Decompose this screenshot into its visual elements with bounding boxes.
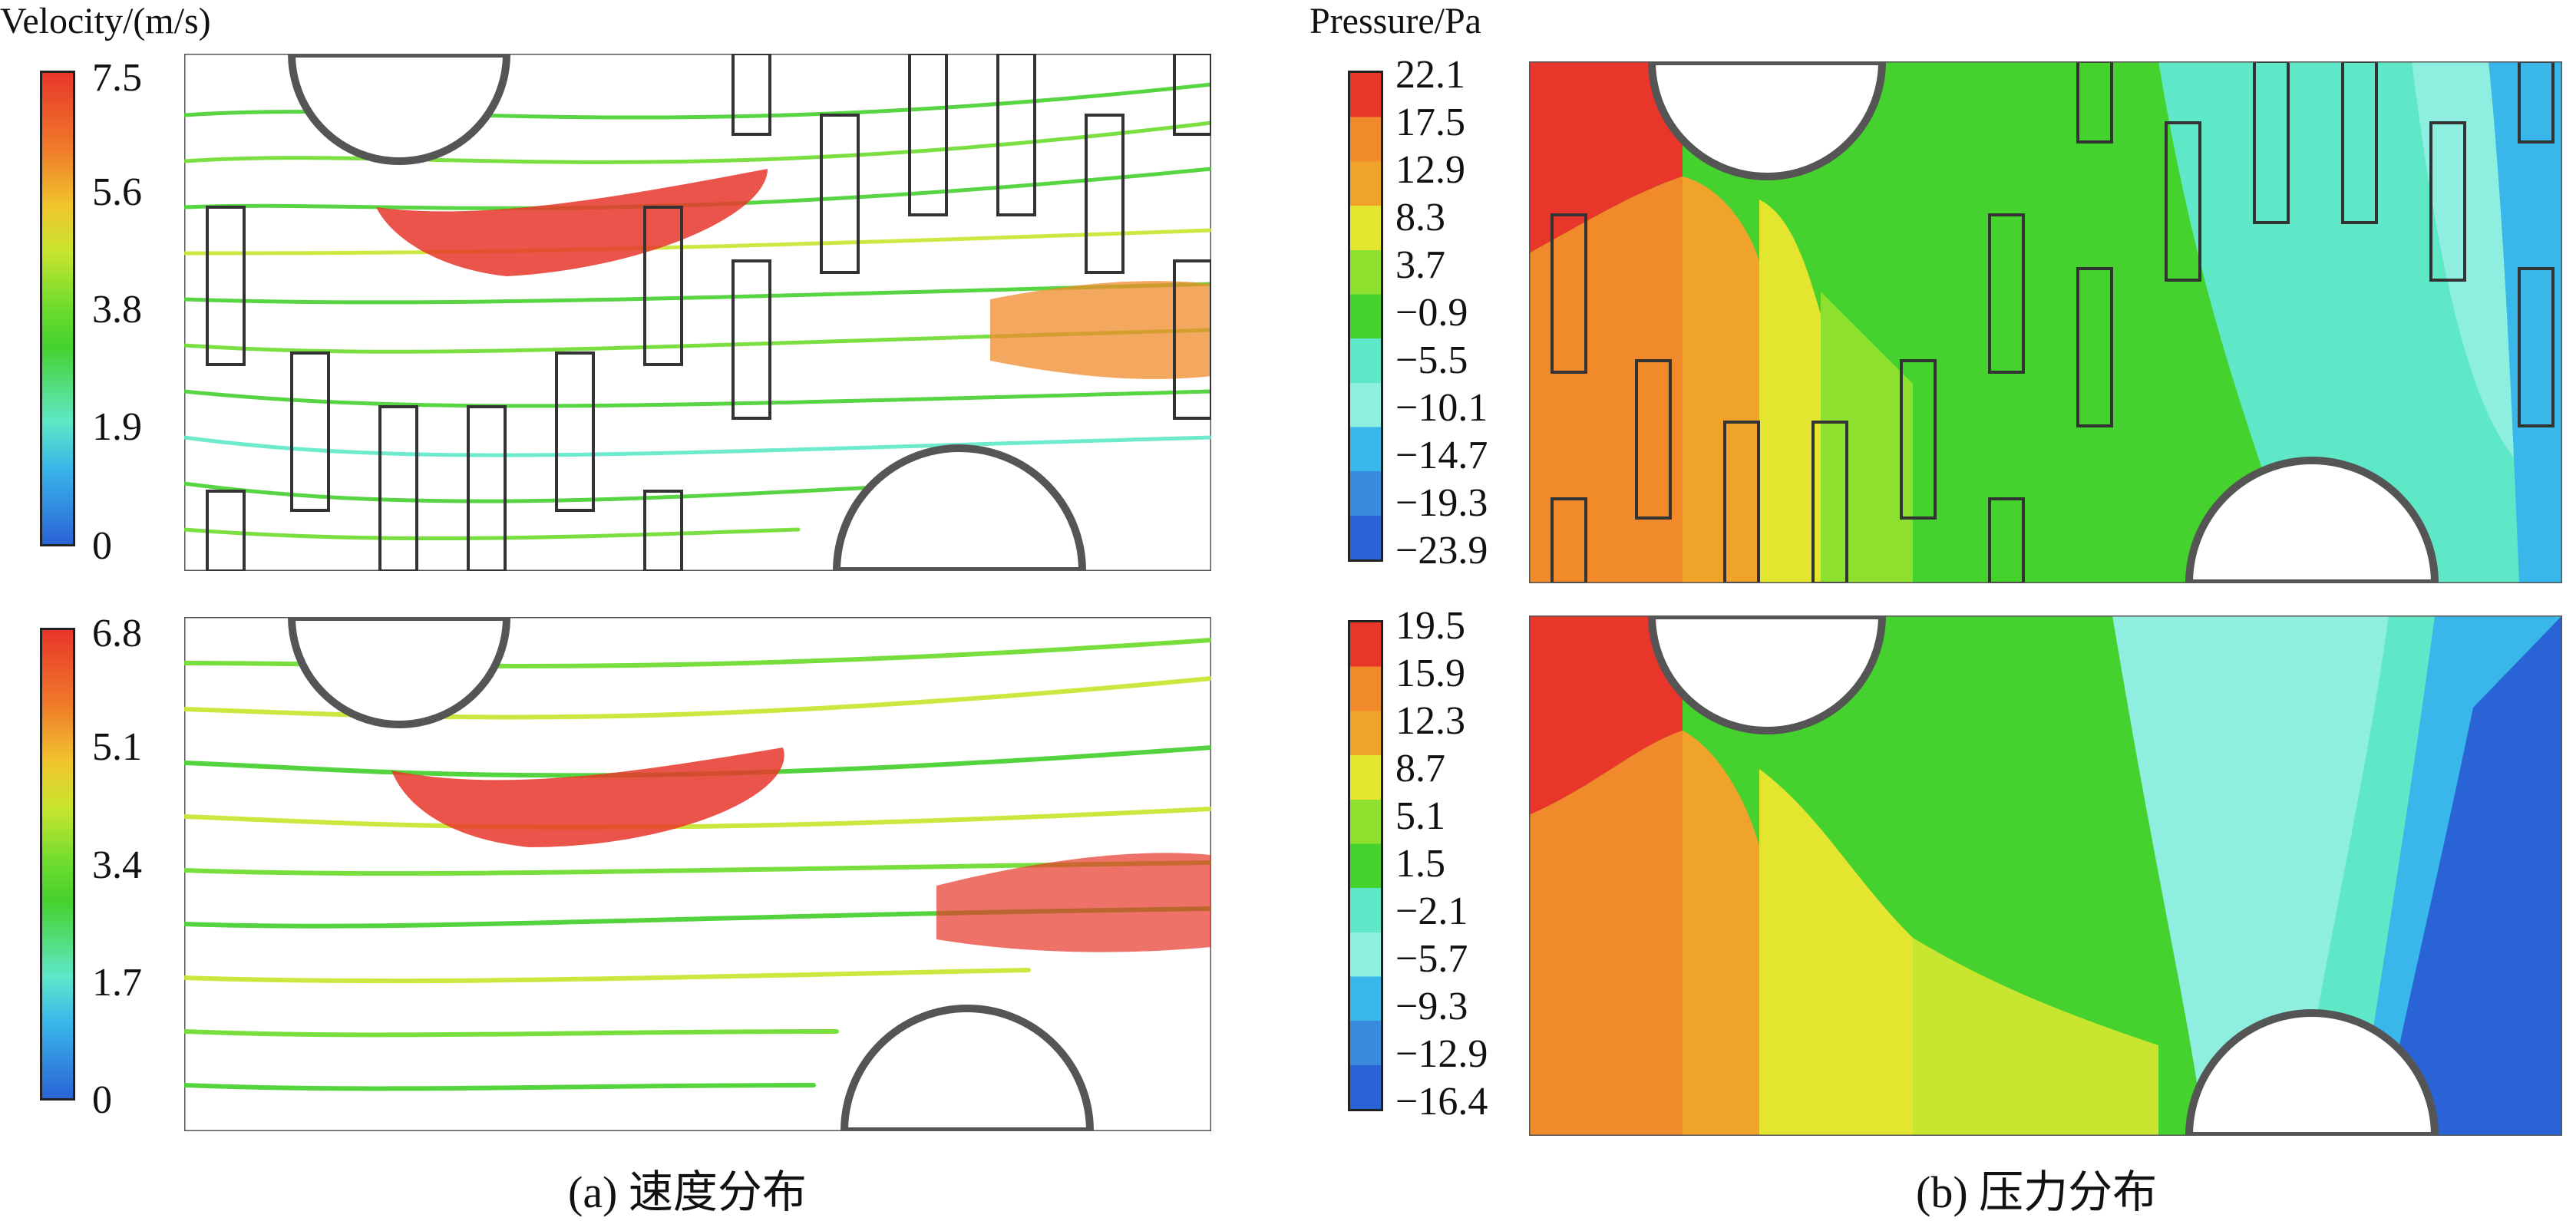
velocity-top-tick: 3.8 bbox=[92, 288, 142, 332]
pressure-bottom-tick: −16.4 bbox=[1395, 1080, 1488, 1124]
pressure-unit-label: Pressure/Pa bbox=[1309, 1, 1481, 41]
pressure-field-bottom bbox=[1529, 615, 2562, 1136]
pressure-top-tick: −23.9 bbox=[1395, 529, 1488, 573]
pressure-bottom-tick: 15.9 bbox=[1395, 652, 1465, 695]
velocity-bottom-tick: 6.8 bbox=[92, 612, 142, 655]
pressure-top-tick: −5.5 bbox=[1395, 338, 1468, 382]
velocity-top-tick: 7.5 bbox=[92, 56, 142, 100]
pressure-top-tick: 22.1 bbox=[1395, 53, 1465, 97]
velocity-field-bottom bbox=[184, 617, 1211, 1131]
pressure-bottom-tick: −5.7 bbox=[1395, 937, 1468, 981]
pressure-bottom-tick: −9.3 bbox=[1395, 985, 1468, 1028]
pressure-top-tick: 12.9 bbox=[1395, 148, 1465, 192]
pressure-bottom-tick: −12.9 bbox=[1395, 1032, 1488, 1076]
velocity-bottom-tick: 5.1 bbox=[92, 725, 142, 769]
pressure-field-top bbox=[1529, 61, 2562, 583]
pressure-top-tick: −0.9 bbox=[1395, 291, 1468, 335]
pressure-bottom-tick: 19.5 bbox=[1395, 604, 1465, 648]
velocity-top-tick: 5.6 bbox=[92, 170, 142, 214]
pressure-bottom-tick: 12.3 bbox=[1395, 699, 1465, 743]
velocity-colorbar-bottom bbox=[40, 628, 75, 1101]
velocity-top-tick: 0 bbox=[92, 524, 112, 568]
pressure-bottom-tick: −2.1 bbox=[1395, 889, 1468, 933]
velocity-unit-label: Velocity/(m/s) bbox=[0, 1, 211, 41]
pressure-top-tick: −10.1 bbox=[1395, 386, 1488, 430]
pressure-top-tick: −14.7 bbox=[1395, 434, 1488, 477]
pressure-bottom-tick: 8.7 bbox=[1395, 747, 1445, 790]
pressure-colorbar-bottom bbox=[1348, 620, 1383, 1111]
velocity-top-tick: 1.9 bbox=[92, 405, 142, 449]
velocity-colorbar-top bbox=[40, 71, 75, 546]
velocity-bottom-tick: 3.4 bbox=[92, 843, 142, 887]
pressure-top-tick: 3.7 bbox=[1395, 243, 1445, 287]
pressure-top-tick: −19.3 bbox=[1395, 481, 1488, 525]
velocity-field-top bbox=[184, 54, 1211, 571]
caption-velocity: (a) 速度分布 bbox=[568, 1167, 807, 1217]
pressure-top-tick: 8.3 bbox=[1395, 196, 1445, 239]
pressure-colorbar-top bbox=[1348, 71, 1383, 562]
pressure-bottom-tick: 1.5 bbox=[1395, 842, 1445, 886]
pressure-bottom-tick: 5.1 bbox=[1395, 794, 1445, 838]
pressure-top-tick: 17.5 bbox=[1395, 101, 1465, 144]
velocity-bottom-tick: 0 bbox=[92, 1078, 112, 1122]
caption-pressure: (b) 压力分布 bbox=[1916, 1167, 2158, 1217]
velocity-bottom-tick: 1.7 bbox=[92, 961, 142, 1005]
